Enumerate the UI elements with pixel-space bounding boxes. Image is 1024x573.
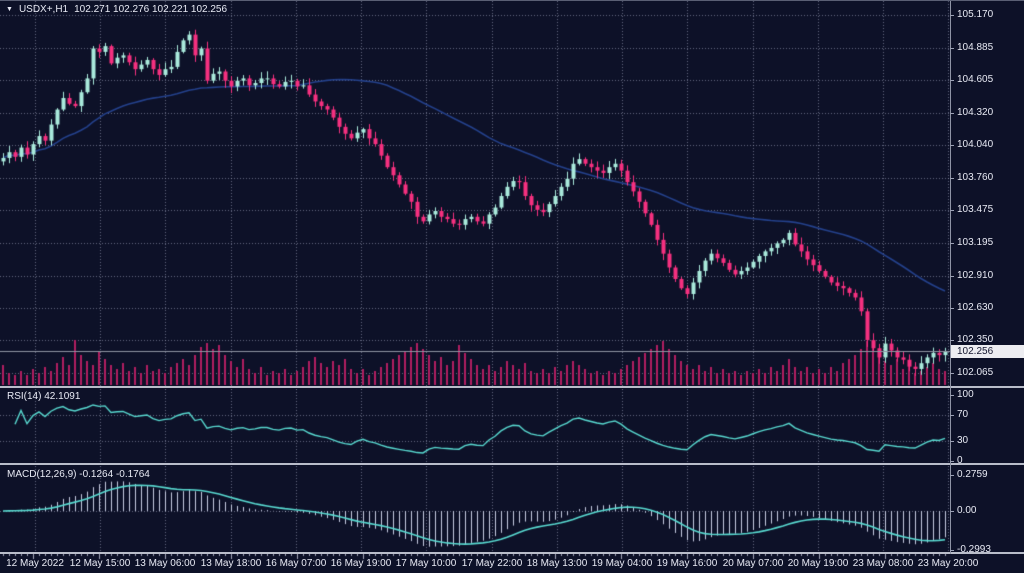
price-axis-label: 103.475 xyxy=(957,204,994,215)
price-axis-line xyxy=(950,1,951,554)
price-axis-label: 105.170 xyxy=(957,9,994,20)
time-axis-label: 13 May 06:00 xyxy=(134,558,196,569)
current-price-box: 102.256 xyxy=(951,345,1024,358)
time-axis-label: 13 May 18:00 xyxy=(200,558,262,569)
axis-tick xyxy=(950,15,954,16)
panel-separator[interactable] xyxy=(0,463,1024,465)
rsi-scale-label: 70 xyxy=(957,409,969,420)
axis-tick xyxy=(950,550,954,551)
macd-scale-label: -0.2993 xyxy=(957,544,991,555)
panel-separator[interactable] xyxy=(0,386,1024,388)
price-axis-label: 102.065 xyxy=(957,367,994,378)
price-axis-label: 104.320 xyxy=(957,107,994,118)
axis-tick xyxy=(950,210,954,211)
time-axis-label: 23 May 08:00 xyxy=(852,558,914,569)
rsi-scale-label: 0 xyxy=(957,455,963,466)
axis-tick xyxy=(950,511,954,512)
price-chart-canvas[interactable] xyxy=(0,1,950,386)
macd-scale-label: 0.2759 xyxy=(957,469,988,480)
axis-tick xyxy=(950,415,954,416)
axis-tick xyxy=(950,461,954,462)
rsi-scale-label: 30 xyxy=(957,435,969,446)
time-axis-label: 16 May 07:00 xyxy=(265,558,327,569)
price-axis-label: 103.195 xyxy=(957,237,994,248)
axis-tick xyxy=(950,276,954,277)
axis-tick xyxy=(950,308,954,309)
time-axis-label: 17 May 22:00 xyxy=(461,558,523,569)
axis-tick xyxy=(950,145,954,146)
price-axis-label: 103.760 xyxy=(957,172,994,183)
time-axis-label: 23 May 20:00 xyxy=(917,558,979,569)
axis-tick xyxy=(950,340,954,341)
time-axis-label: 20 May 07:00 xyxy=(722,558,784,569)
rsi-scale-label: 100 xyxy=(957,389,974,400)
macd-label: MACD(12,26,9) -0.1264 -0.1764 xyxy=(7,469,150,480)
price-axis-label: 104.040 xyxy=(957,139,994,150)
axis-tick xyxy=(950,373,954,374)
price-axis-label: 102.910 xyxy=(957,270,994,281)
time-axis-label: 17 May 10:00 xyxy=(395,558,457,569)
time-axis: 12 May 2022 12 May 15:00 13 May 06:00 13 Ma… xyxy=(0,554,1024,573)
rsi-indicator-canvas[interactable] xyxy=(0,389,950,463)
symbol-timeframe-label: USDX+,H1 xyxy=(18,4,69,15)
time-axis-label: 20 May 19:00 xyxy=(787,558,849,569)
panel-separator[interactable] xyxy=(0,552,1024,554)
time-axis-label: 18 May 13:00 xyxy=(526,558,588,569)
time-axis-ticks xyxy=(0,554,950,560)
time-axis-label: 19 May 04:00 xyxy=(591,558,653,569)
price-axis-label: 102.350 xyxy=(957,334,994,345)
axis-tick xyxy=(950,475,954,476)
macd-indicator-canvas[interactable] xyxy=(0,466,950,552)
time-axis-label: 16 May 19:00 xyxy=(330,558,392,569)
symbol-dropdown-icon[interactable]: ▼ xyxy=(6,6,13,13)
time-axis-label: 12 May 2022 xyxy=(6,558,64,569)
price-axis-label: 104.885 xyxy=(957,42,994,53)
axis-tick xyxy=(950,178,954,179)
rsi-label: RSI(14) 42.1091 xyxy=(7,391,81,402)
axis-tick xyxy=(950,395,954,396)
time-axis-label: 12 May 15:00 xyxy=(69,558,131,569)
price-axis-label: 102.630 xyxy=(957,302,994,313)
time-axis-label: 19 May 16:00 xyxy=(656,558,718,569)
chart-title-bar: ▼ USDX+,H1 102.271 102.276 102.221 102.2… xyxy=(6,4,227,15)
axis-tick xyxy=(950,48,954,49)
axis-tick xyxy=(950,243,954,244)
axis-tick xyxy=(950,113,954,114)
axis-tick xyxy=(950,80,954,81)
ohlc-values-label: 102.271 102.276 102.221 102.256 xyxy=(74,4,228,15)
macd-scale-label: 0.00 xyxy=(957,505,977,516)
price-axis-label: 104.605 xyxy=(957,74,994,85)
axis-tick xyxy=(950,441,954,442)
